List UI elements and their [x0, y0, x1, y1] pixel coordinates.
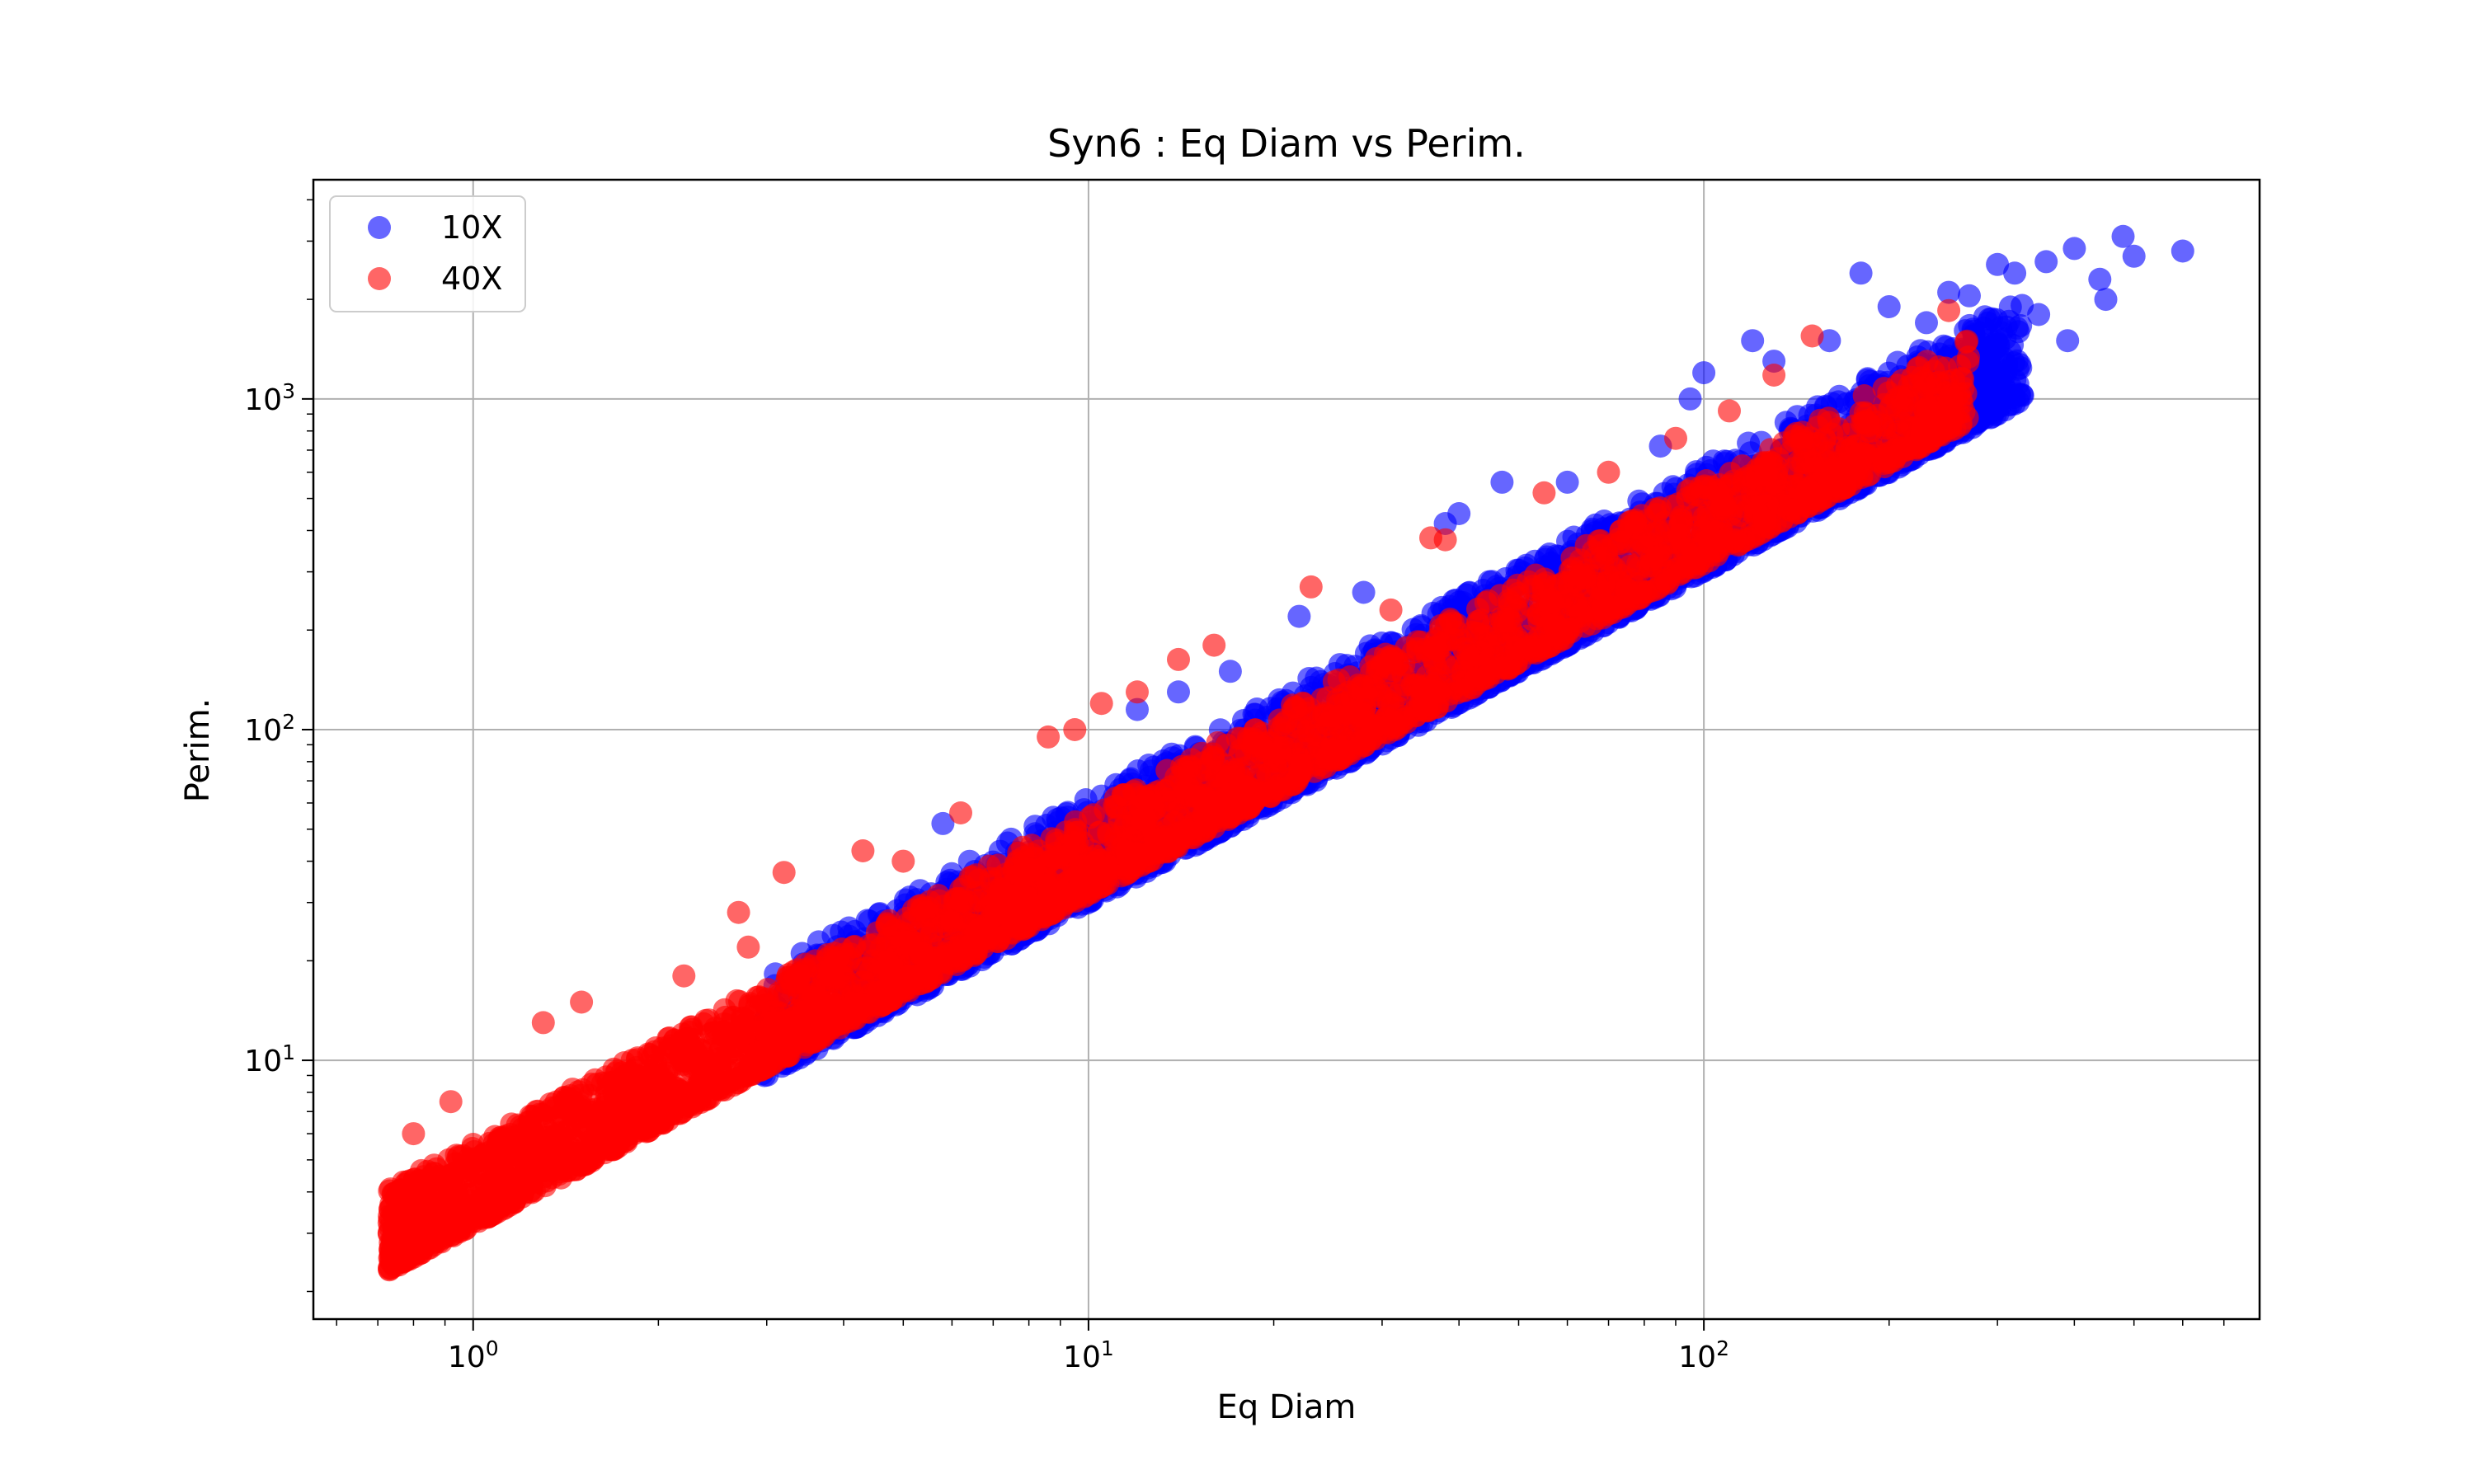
scatter-points	[377, 224, 2194, 1282]
data-point	[1352, 580, 1376, 604]
data-point	[1994, 315, 2018, 339]
series-40x	[377, 298, 1980, 1282]
data-point	[1218, 660, 1242, 683]
data-point	[1167, 680, 1190, 704]
data-point	[1126, 759, 1150, 782]
data-point	[1126, 697, 1149, 721]
data-point	[1986, 252, 2010, 276]
data-point	[843, 1003, 867, 1026]
data-point	[1490, 470, 1514, 494]
data-point	[1678, 387, 1702, 411]
data-point	[1877, 295, 1901, 318]
data-point	[1958, 284, 1981, 308]
data-point	[1937, 280, 1961, 304]
data-point	[1998, 340, 2022, 364]
data-point	[2171, 239, 2194, 263]
data-point	[2088, 267, 2112, 291]
data-point	[2003, 261, 2027, 285]
data-point	[2056, 329, 2080, 353]
data-point	[2062, 237, 2086, 261]
data-point	[1849, 261, 1873, 285]
data-point	[1915, 311, 1938, 335]
data-point	[2094, 288, 2118, 312]
data-point	[958, 866, 982, 890]
data-point	[1297, 667, 1321, 690]
data-point	[837, 916, 861, 940]
data-point	[1692, 361, 1716, 385]
data-point	[1555, 470, 1579, 494]
data-point	[931, 811, 955, 835]
data-point	[2122, 244, 2146, 268]
data-point	[1737, 431, 1761, 455]
data-point	[1741, 329, 1765, 353]
data-point	[1991, 386, 2015, 409]
data-point	[1852, 384, 1876, 407]
data-point	[2027, 303, 2051, 326]
data-point	[1433, 512, 1457, 535]
data-point	[2034, 250, 2058, 274]
data-point	[1287, 604, 1311, 628]
data-point	[2111, 224, 2135, 248]
